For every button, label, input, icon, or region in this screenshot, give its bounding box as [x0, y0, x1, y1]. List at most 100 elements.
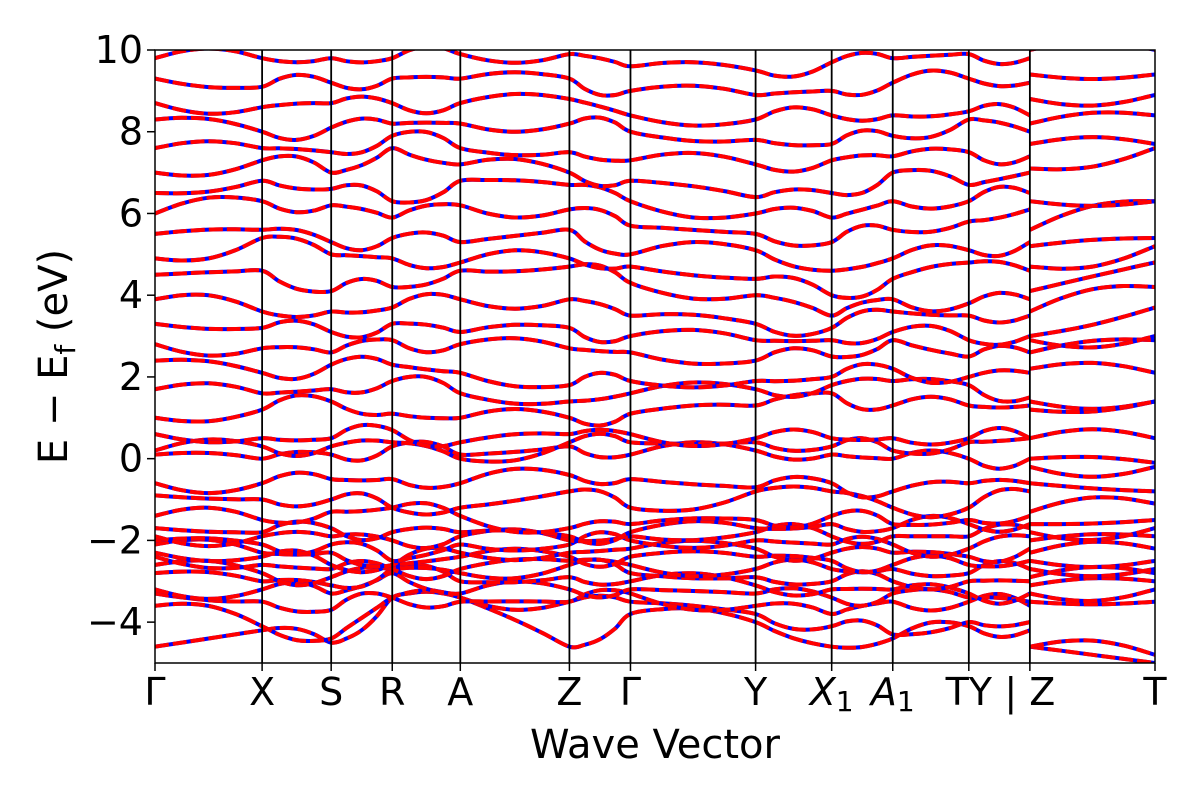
x-tick-label-9: A1: [868, 670, 915, 718]
band-32-part-0-dashed: [155, 91, 1031, 128]
band-0-part-0-dashed: [155, 589, 1031, 650]
x-tick-label-2-main: S: [319, 670, 343, 714]
band-34-part-1-dashed: [1029, 50, 1155, 52]
band-14-part-0-dashed: [155, 466, 1031, 500]
y-tick-label-2: 0: [119, 437, 143, 481]
band-2-part-0-dashed: [155, 587, 1031, 617]
band-18-part-1-dashed: [1029, 399, 1155, 411]
x-tick-label-7-main: Y: [743, 670, 768, 714]
band-6-part-0-dashed: [155, 554, 1031, 582]
x-tick-label-6-main: Γ: [620, 670, 641, 714]
x-tick-label-3: R: [379, 670, 405, 714]
x-tick-label-3-main: R: [379, 670, 405, 714]
x-tick-label-12-main: T: [1142, 670, 1167, 714]
band-19-part-0-dashed: [155, 374, 1031, 407]
x-tick-label-10-main: TY: [945, 670, 993, 714]
kpoint-lines-layer: [261, 50, 1031, 663]
band-28-part-1-dashed: [1029, 199, 1155, 208]
band-16-part-1-dashed: [1029, 427, 1155, 441]
band-23-part-1-dashed: [1029, 283, 1155, 314]
band-11-part-0-dashed: [155, 513, 1031, 546]
band-6-part-1-dashed: [1029, 567, 1155, 579]
x-tick-label-6: Γ: [620, 670, 641, 714]
y-tick-label-0: −4: [87, 600, 143, 644]
band-0-part-1-dashed: [1029, 644, 1155, 663]
band-2-part-1-dashed: [1029, 599, 1155, 607]
band-29-part-1-dashed: [1029, 146, 1155, 172]
band-31-part-0-dashed: [155, 115, 1031, 148]
band-20-part-1-dashed: [1029, 337, 1155, 355]
y-tick-label-6: 8: [119, 110, 143, 154]
x-tick-label-4: A: [447, 670, 473, 714]
y-tick-label-5: 6: [119, 191, 143, 235]
x-tick-label-1: X: [249, 670, 275, 714]
x-tick-label-5-main: Z: [556, 670, 582, 714]
band-23-part-0-dashed: [155, 291, 1031, 338]
band-32-part-1-dashed: [1029, 93, 1155, 108]
x-tick-label-8-main: X: [808, 670, 837, 714]
band-33-part-0-dashed: [155, 68, 1031, 98]
band-11-part-1-dashed: [1029, 518, 1155, 527]
band-24-part-0-dashed: [155, 262, 1031, 318]
bands-layer: [155, 50, 1155, 663]
band-25-part-0-dashed: [155, 234, 1031, 300]
x-tick-label-0: Γ: [144, 670, 165, 714]
band-10-part-1-dashed: [1029, 526, 1155, 543]
x-tick-label-7: Y: [743, 670, 768, 714]
x-tick-label-8: X1: [808, 670, 854, 718]
band-34-part-0-dashed: [155, 50, 1031, 79]
x-tick-label-1-main: X: [249, 670, 275, 714]
x-tick-label-2: S: [319, 670, 343, 714]
y-tick-label-3: 2: [119, 355, 143, 399]
x-tick-label-9-sub: 1: [897, 685, 915, 718]
band-12-part-0-dashed: [155, 500, 1031, 535]
band-17-part-1-dashed: [1029, 399, 1155, 415]
x-tick-label-0-main: Γ: [144, 670, 165, 714]
y-axis-label: E − Ef (eV): [31, 249, 82, 464]
band-9-part-0-dashed: [155, 530, 1031, 564]
band-33-part-1-dashed: [1029, 72, 1155, 82]
band-20-part-0-dashed: [155, 354, 1031, 390]
band-17-part-0-dashed: [155, 422, 1031, 449]
band-3-part-1-dashed: [1029, 587, 1155, 603]
band-14-part-1-dashed: [1029, 464, 1155, 479]
x-tick-label-11-main: | Z: [1004, 670, 1055, 715]
band-1-part-1-dashed: [1029, 638, 1155, 657]
band-30-part-1-dashed: [1029, 135, 1155, 146]
band-7-part-0-dashed: [155, 546, 1031, 575]
band-12-part-1-dashed: [1029, 495, 1155, 514]
band-29-part-0-dashed: [155, 146, 1031, 200]
band-33-part-0-solid: [155, 68, 1031, 98]
x-tick-label-12: T: [1142, 670, 1167, 714]
band-13-part-0-dashed: [155, 484, 1031, 520]
band-31-part-1-dashed: [1029, 110, 1155, 126]
band-21-part-0-dashed: [155, 336, 1031, 367]
band-26-part-1-dashed: [1029, 236, 1155, 249]
y-tick-label-7: 10: [95, 28, 143, 72]
x-tick-label-9-main: A: [868, 670, 897, 714]
band-4-part-1-dashed: [1029, 576, 1155, 588]
y-label-main: E − E: [31, 355, 77, 465]
x-tick-label-11: | Z: [1004, 670, 1055, 715]
band-26-part-0-dashed: [155, 226, 1031, 273]
band-19-part-1-dashed: [1029, 360, 1155, 375]
y-ticks: −4 −2 0 2 4 6 8 10: [87, 28, 155, 644]
y-tick-label-1: −2: [87, 518, 143, 562]
band-32-part-0-solid: [155, 91, 1031, 128]
band-13-part-1-dashed: [1029, 481, 1155, 494]
band-15-part-1-dashed: [1029, 454, 1155, 465]
x-tick-label-4-main: A: [447, 670, 473, 714]
band-18-part-0-dashed: [155, 390, 1031, 428]
band-22-part-0-dashed: [155, 318, 1031, 347]
band-10-part-0-dashed: [155, 522, 1031, 551]
band-25-part-1-dashed: [1029, 244, 1155, 271]
band-24-part-0-solid: [155, 262, 1031, 318]
x-axis-label: Wave Vector: [530, 722, 781, 768]
band-3-part-0-dashed: [155, 571, 1031, 608]
band-16-part-0-dashed: [155, 431, 1031, 464]
y-label-unit: (eV): [31, 249, 77, 345]
band-24-part-1-dashed: [1029, 260, 1155, 294]
